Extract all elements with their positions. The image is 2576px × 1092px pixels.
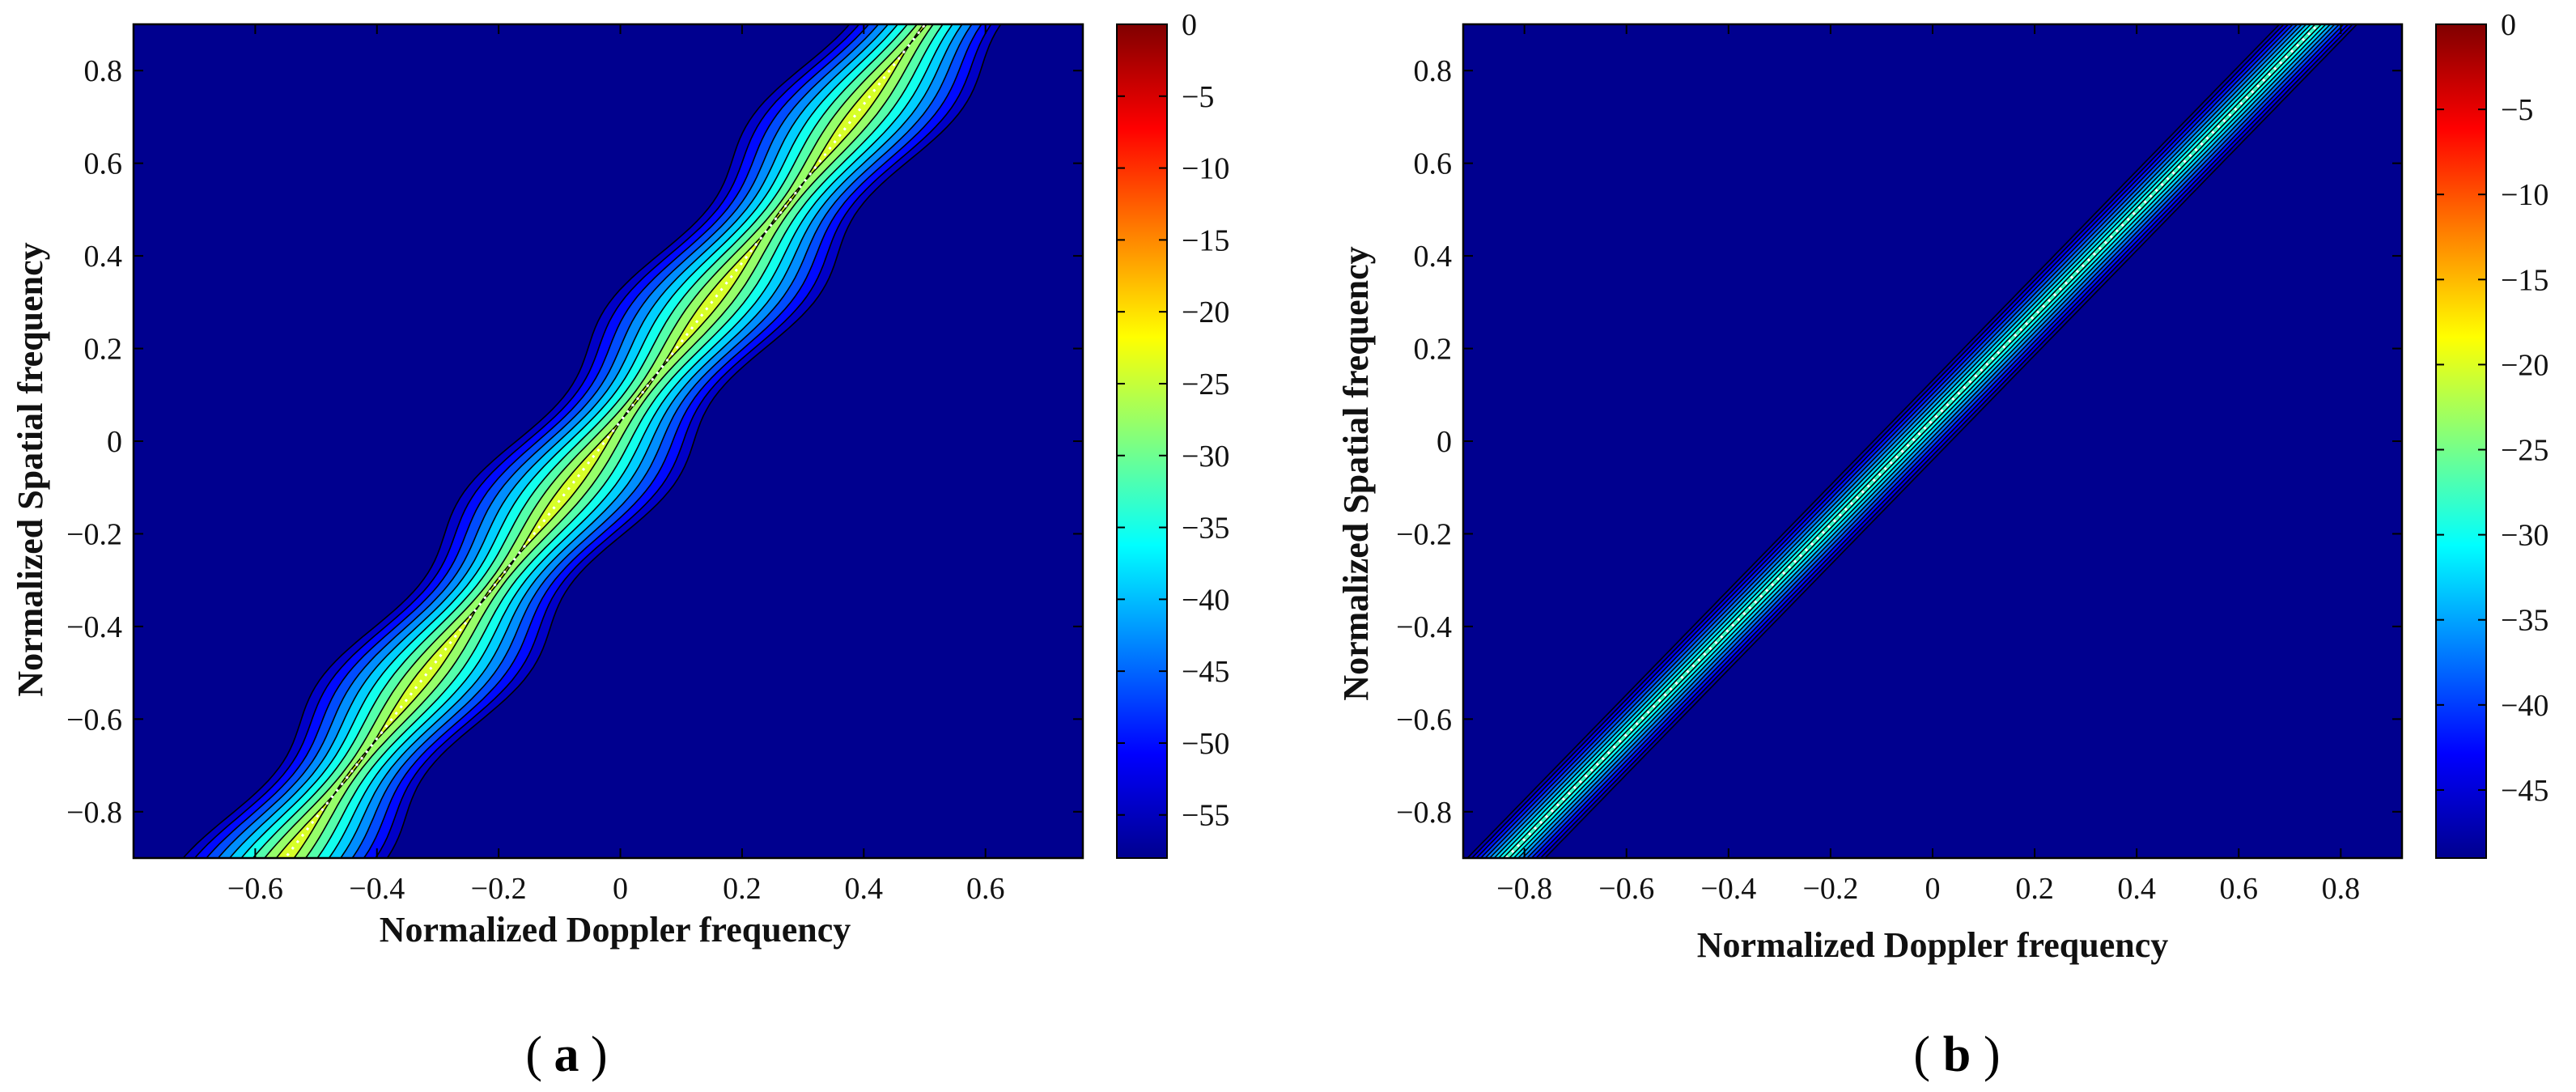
- colorbar-b: [2435, 23, 2487, 859]
- x-tick-label: 0.6: [2220, 872, 2259, 906]
- y-tick-label: −0.4: [66, 610, 122, 644]
- x-axis-label-b: Normalized Doppler frequency: [1697, 925, 2169, 965]
- x-tick-label: 0.4: [2117, 872, 2156, 906]
- contour-band: [1502, 24, 2323, 858]
- y-tick-label: 0.8: [1414, 54, 1453, 88]
- y-axis-label-a: Normalized Spatial frequency: [11, 242, 50, 696]
- y-tick-label: 0.2: [1414, 333, 1453, 367]
- ridge-center-line: [1504, 24, 2320, 858]
- colorbar-tick-label: −5: [2501, 93, 2533, 127]
- colorbar-tick-label: −30: [2501, 519, 2548, 553]
- colorbar-tick-label: −15: [2501, 263, 2548, 297]
- colorbar-tick-label: −40: [1182, 583, 1229, 617]
- y-tick-label: −0.2: [1396, 517, 1452, 551]
- panel-label-a: ( a ): [525, 1027, 607, 1082]
- y-tick-label: −0.6: [66, 703, 122, 737]
- colorbar-tick-label: −35: [2501, 604, 2548, 638]
- y-tick-label: −0.8: [1396, 796, 1452, 830]
- colorbar-tick-label: −15: [1182, 223, 1229, 257]
- panel-a: −0.6 −0.4 −0.2 0 0.2 0.4 0.6 0.8 0.6 0.4 0.2 0 −0.2…: [11, 8, 1229, 1082]
- colorbar-tick-label: −50: [1182, 727, 1229, 761]
- colorbar-tick-label: −25: [1182, 368, 1229, 402]
- x-tick-label: −0.2: [1802, 872, 1858, 906]
- clutter-ridge-a: [182, 24, 1002, 858]
- colorbar-tick-label: −30: [1182, 440, 1229, 474]
- y-axis-label-b: Normalized Spatial frequency: [1336, 246, 1376, 700]
- x-tick-label: 0.6: [966, 872, 1005, 906]
- svg-text:): ): [1984, 1027, 2001, 1082]
- x-axis-label-a: Normalized Doppler frequency: [380, 910, 851, 950]
- panel-letter-b: b: [1943, 1027, 1971, 1082]
- colorbar-tick-label: −45: [1182, 655, 1229, 689]
- colorbar-tick-label: −40: [2501, 689, 2548, 723]
- y-tick-label: 0: [1437, 425, 1452, 459]
- svg-text:(: (: [525, 1027, 542, 1082]
- colorbar-tick-label: 0: [2501, 8, 2516, 42]
- colorbar-tick-label: −45: [2501, 774, 2548, 808]
- ridge-center-line: [283, 24, 927, 858]
- x-tick-label: −0.6: [1598, 872, 1654, 906]
- y-tick-label: 0.6: [84, 147, 123, 181]
- colorbar-tick-label: −10: [2501, 178, 2548, 212]
- y-ticks-b: 0.8 0.6 0.4 0.2 0 −0.2 −0.4 −0.6 −0.8: [1396, 54, 2402, 830]
- y-tick-label: 0.8: [84, 54, 123, 88]
- y-tick-label: 0: [107, 425, 122, 459]
- colorbar-tick-label: −25: [2501, 434, 2548, 468]
- colorbar-tick-label: −10: [1182, 152, 1229, 186]
- y-tick-label: −0.4: [1396, 610, 1452, 644]
- clutter-ridge-b: [1466, 24, 2358, 858]
- svg-text:(: (: [1913, 1027, 1930, 1082]
- colorbar-tick-label: −20: [2501, 348, 2548, 382]
- panel-letter-a: a: [554, 1027, 579, 1082]
- x-tick-label: 0.4: [845, 872, 884, 906]
- x-ticks-b: −0.8 −0.6 −0.4 −0.2 0 0.2 0.4 0.6 0.8: [1496, 24, 2360, 906]
- y-tick-label: 0.2: [84, 333, 123, 367]
- colorbar-ticks-a: 0 −5 −10 −15 −20 −25 −30 −35 −40 −45 −50 −55: [1117, 8, 1229, 833]
- x-tick-label: −0.2: [471, 872, 527, 906]
- x-tick-label: 0.2: [2015, 872, 2054, 906]
- x-tick-label: 0.2: [723, 872, 762, 906]
- x-tick-label: −0.8: [1496, 872, 1552, 906]
- x-tick-label: −0.6: [227, 872, 283, 906]
- y-tick-label: 0.6: [1414, 147, 1453, 181]
- panel-b: −0.8 −0.6 −0.4 −0.2 0 0.2 0.4 0.6 0.8 0.80.60.40…: [1336, 8, 2548, 1082]
- y-tick-label: −0.6: [1396, 703, 1452, 737]
- x-tick-label: −0.4: [1700, 872, 1756, 906]
- colorbar-tick-label: −35: [1182, 512, 1229, 546]
- x-tick-label: 0: [1925, 872, 1941, 906]
- y-ticks-a: 0.8 0.6 0.4 0.2 0 −0.2 −0.4 −0.6 −0.8: [66, 54, 1083, 830]
- y-tick-label: 0.4: [84, 240, 123, 274]
- panel-label-b: ( b ): [1913, 1027, 2000, 1082]
- colorbar-tick-label: −20: [1182, 295, 1229, 329]
- colorbar-ticks-b: 0 −5 −10 −15 −20 −25 −30 −35 −40 −45: [2436, 8, 2548, 808]
- x-tick-label: 0.8: [2322, 872, 2361, 906]
- y-tick-label: 0.4: [1414, 240, 1453, 274]
- colorbar-a: [1116, 23, 1168, 859]
- x-tick-label: 0: [613, 872, 628, 906]
- y-tick-label: −0.2: [66, 517, 122, 551]
- x-tick-label: −0.4: [349, 872, 405, 906]
- colorbar-tick-label: −55: [1182, 799, 1229, 833]
- contour-band: [275, 24, 928, 858]
- x-ticks-a: −0.6 −0.4 −0.2 0 0.2 0.4 0.6: [227, 24, 1005, 906]
- y-tick-label: −0.8: [66, 796, 122, 830]
- colorbar-tick-label: 0: [1182, 8, 1197, 42]
- colorbar-tick-label: −5: [1182, 80, 1214, 114]
- svg-text:): ): [591, 1027, 608, 1082]
